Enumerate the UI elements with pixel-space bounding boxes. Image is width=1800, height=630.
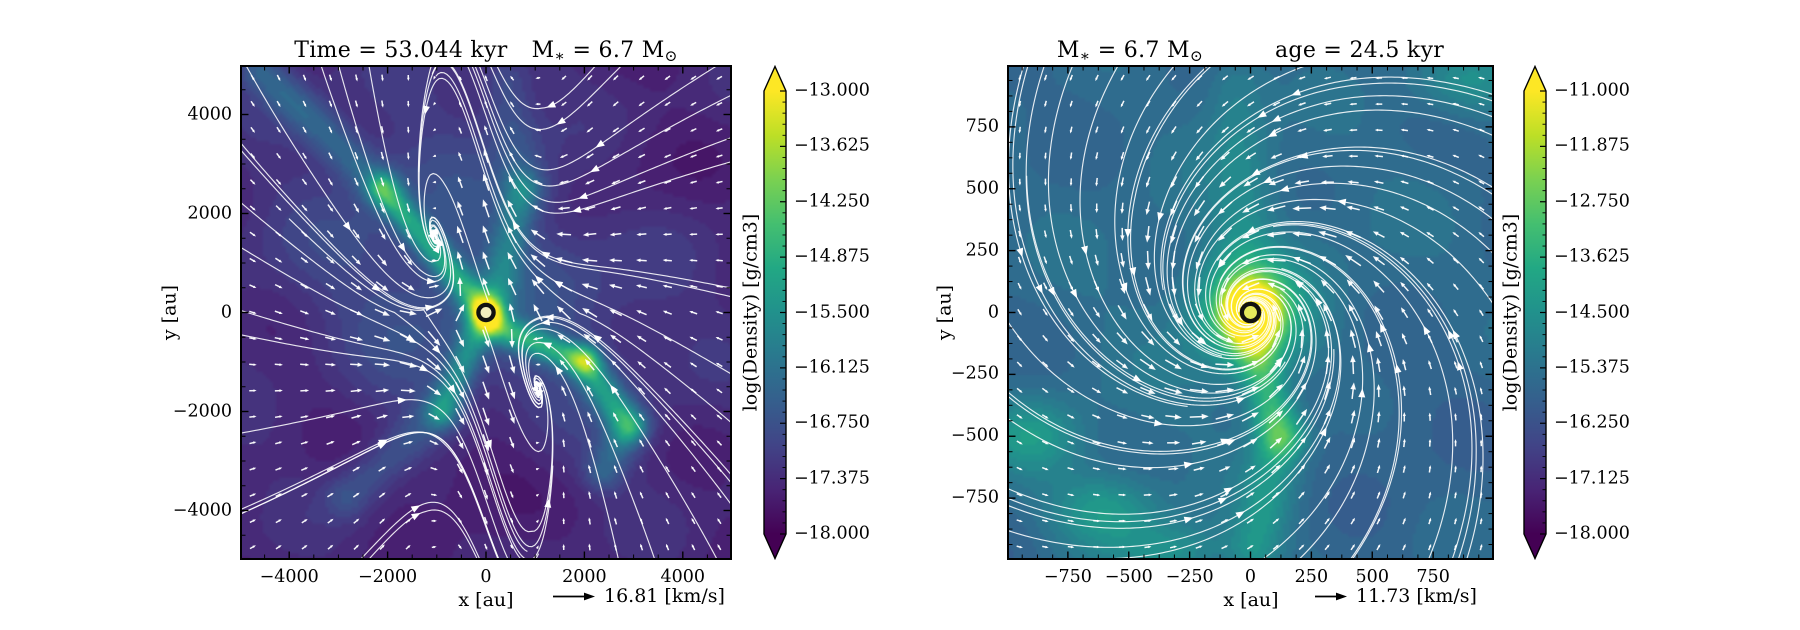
colorbar-tick-label: −16.125 <box>794 357 870 378</box>
x-tick-label: 750 <box>1416 567 1450 587</box>
x-tick-label: 250 <box>1294 567 1329 587</box>
y-tick-label: −750 <box>950 487 999 508</box>
y-tick-label: 0 <box>220 301 232 322</box>
colorbar-tick-label: −16.250 <box>1554 412 1630 433</box>
x-tick-label: 500 <box>1355 567 1389 587</box>
right-quiver-key: 11.73 [km/s] <box>1315 585 1477 607</box>
right-colorbar-label: log(Density) [g/cm3] <box>1499 213 1522 412</box>
y-tick-label: −2000 <box>172 400 232 421</box>
colorbar-tick-label: −14.875 <box>794 246 870 267</box>
x-tick-label: 0 <box>1244 567 1257 587</box>
x-tick-label: −2000 <box>357 567 418 587</box>
colorbar-tick-label: −14.250 <box>794 191 870 211</box>
colorbar-tick-label: −18.000 <box>1554 523 1630 544</box>
y-tick-label: −500 <box>950 425 999 446</box>
y-tick-label: 2000 <box>187 202 232 223</box>
x-tick-label: −500 <box>1104 567 1153 587</box>
right-panel-title: M∗ = 6.7 M⊙ age = 24.5 kyr <box>1007 38 1494 65</box>
left-quiver-key-label: 16.81 [km/s] <box>604 585 725 607</box>
colorbar-tick-label: −17.125 <box>1554 467 1630 488</box>
right-title-mass: M∗ = 6.7 M⊙ <box>1056 38 1204 65</box>
quiver-key-arrow <box>553 592 595 600</box>
left-title-mass: M∗ = 6.7 M⊙ <box>531 38 678 65</box>
left-title-time: Time = 53.044 kyr <box>294 38 508 63</box>
sun-symbol: ⊙ <box>1189 46 1204 65</box>
y-tick-label: 250 <box>965 239 999 260</box>
colorbar-tick-label: −14.500 <box>1554 301 1630 322</box>
left-colorbar <box>763 65 787 560</box>
y-tick-label: 4000 <box>187 103 232 124</box>
right-density-map <box>1007 65 1494 560</box>
right-title-age: age = 24.5 kyr <box>1275 38 1445 63</box>
colorbar-tick-label: −18.000 <box>794 523 870 544</box>
left-density-map <box>240 65 732 560</box>
colorbar-tick-label: −12.750 <box>1554 191 1630 211</box>
colorbar-tick-label: −13.000 <box>794 80 870 101</box>
star-subscript: ∗ <box>1079 46 1091 65</box>
y-tick-label: −250 <box>950 363 999 384</box>
left-colorbar-label: log(Density) [g/cm3] <box>739 213 762 412</box>
x-tick-label: 0 <box>480 567 492 587</box>
y-tick-label: 750 <box>965 116 999 137</box>
quiver-key-arrow <box>1315 592 1347 600</box>
colorbar-tick-label: −16.750 <box>794 412 870 433</box>
colorbar-tick-label: −11.875 <box>1554 135 1630 156</box>
y-tick-label: −4000 <box>172 499 232 520</box>
right-quiver-key-label: 11.73 [km/s] <box>1356 585 1477 607</box>
colorbar-tick-label: −17.375 <box>794 467 870 488</box>
colorbar-tick-label: −13.625 <box>794 135 870 156</box>
x-tick-label: −250 <box>1165 567 1214 587</box>
x-tick-label: −4000 <box>259 567 319 587</box>
colorbar-tick-label: −13.625 <box>1554 246 1630 267</box>
colorbar-tick-label: −15.500 <box>794 301 870 322</box>
left-panel-title: Time = 53.044 kyr M∗ = 6.7 M⊙ <box>240 38 732 65</box>
colorbar-tick-label: −11.000 <box>1554 80 1630 101</box>
x-tick-label: 2000 <box>562 567 607 587</box>
star-subscript: ∗ <box>554 46 566 65</box>
right-x-axis-label: x [au] <box>1223 589 1279 611</box>
right-colorbar <box>1523 65 1547 560</box>
left-x-axis-label: x [au] <box>458 589 514 611</box>
x-tick-label: 4000 <box>660 567 706 587</box>
y-tick-label: 500 <box>965 178 999 198</box>
left-quiver-key: 16.81 [km/s] <box>553 585 725 607</box>
y-tick-label: 0 <box>987 301 999 322</box>
x-tick-label: −750 <box>1043 567 1092 587</box>
sun-symbol: ⊙ <box>664 46 678 65</box>
colorbar-tick-label: −15.375 <box>1554 357 1630 378</box>
